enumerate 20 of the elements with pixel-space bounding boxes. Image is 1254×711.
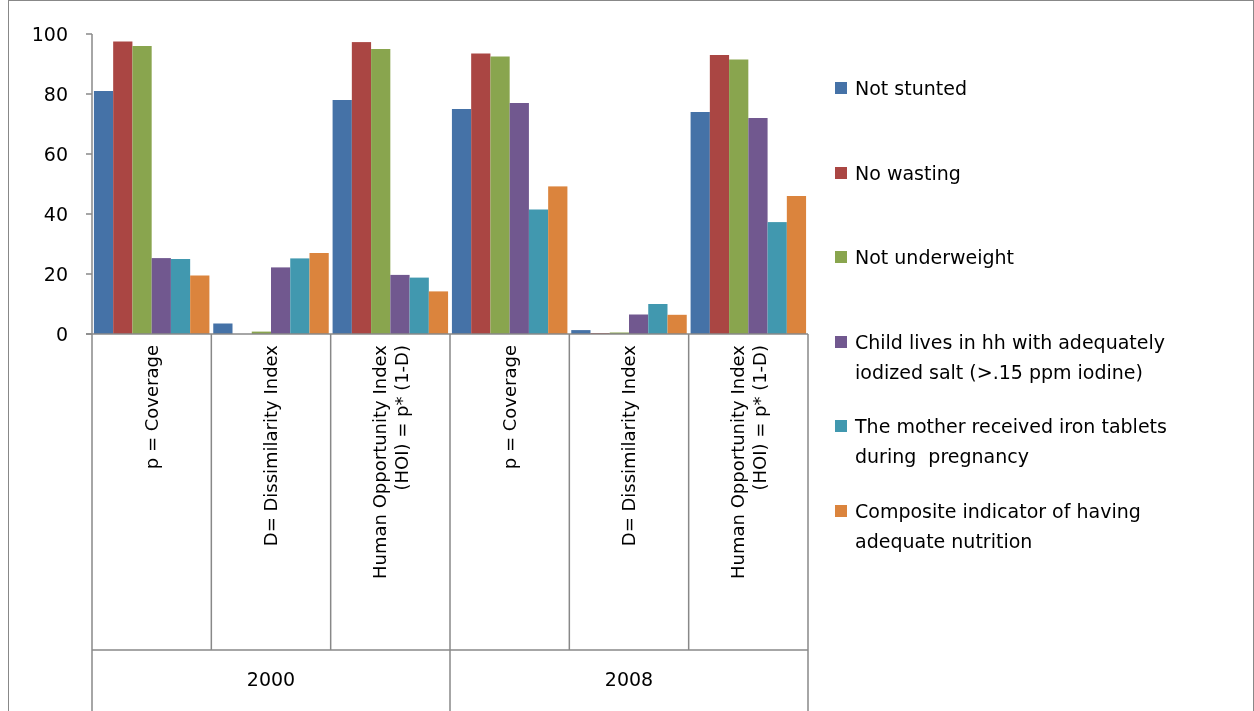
x-tick-label: Human Opportunity Index (HOI) = p* (1-D) — [726, 344, 770, 579]
legend-label: No wasting — [855, 161, 961, 184]
x-tick-label: p = Coverage — [498, 345, 520, 470]
x-tick-label: p = Coverage — [140, 345, 162, 470]
text: 2000 — [246, 668, 296, 690]
x-tick-label: D= Dissimilarity Index — [618, 344, 640, 547]
text: 2008 — [604, 668, 654, 690]
y-tick-label: 20 — [43, 262, 68, 285]
y-tick-label: 40 — [43, 202, 68, 225]
legend-label: Not underweight — [855, 245, 1015, 268]
legend-label: Child lives in hh with adequately iodized salt (>.15 ppm iodine) — [855, 330, 1166, 383]
y-tick-label: 100 — [31, 22, 68, 45]
y-tick-label: 0 — [55, 322, 68, 345]
legend-label: Not stunted — [855, 76, 967, 99]
y-tick-label: 60 — [43, 142, 68, 165]
legend-label: Composite indicator of having adequate nutrition — [855, 499, 1141, 552]
x-tick-label: D= Dissimilarity Index — [260, 344, 282, 547]
x-tick-label: Human Opportunity Index (HOI) = p* (1-D) — [368, 344, 412, 579]
legend-label: The mother received iron tablets during pregnancy — [854, 414, 1167, 467]
y-tick-label: 80 — [43, 82, 68, 105]
